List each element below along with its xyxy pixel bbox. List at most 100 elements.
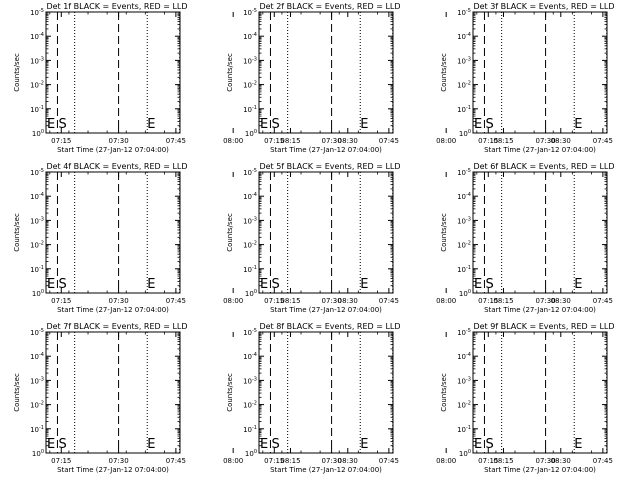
event-marker-label: E bbox=[147, 117, 155, 132]
y-tick-exponent: -3 bbox=[39, 376, 44, 382]
detector-panel: Det 7f BLACK = Events, RED = LLD 100 10-1 1… bbox=[13, 322, 358, 474]
y-tick-label: 100 bbox=[459, 449, 471, 458]
x-axis-label: Start Time (27-Jan-12 07:04:00) bbox=[270, 466, 382, 474]
x-tick-label: 07:30 bbox=[321, 457, 341, 465]
y-tick-label: 10-5 bbox=[30, 328, 44, 337]
x-tick-label: 07:30 bbox=[321, 297, 341, 305]
plot-frame bbox=[472, 11, 608, 134]
x-tick-label: 08:30 bbox=[551, 457, 571, 465]
x-tick-label: 07:45 bbox=[166, 137, 186, 145]
y-tick-exponent: -1 bbox=[252, 265, 257, 271]
y-tick-label: 100 bbox=[245, 289, 257, 298]
event-marker-label: S bbox=[58, 117, 66, 132]
x-tick-label: 07:30 bbox=[535, 137, 555, 145]
y-tick-exponent: -1 bbox=[466, 425, 471, 431]
x-axis-label: Start Time (27-Jan-12 07:04:00) bbox=[57, 306, 169, 314]
y-tick-exponent: -2 bbox=[252, 401, 257, 407]
y-axis-label: Counts/sec bbox=[440, 53, 448, 92]
x-tick-label: 07:15 bbox=[478, 457, 498, 465]
y-tick-label: 10-3 bbox=[30, 56, 44, 65]
y-tick-label: 10-1 bbox=[457, 265, 471, 274]
event-marker-label: E bbox=[260, 117, 268, 132]
y-tick-exponent: -3 bbox=[252, 376, 257, 382]
x-tick-label: 07:30 bbox=[108, 457, 128, 465]
y-tick-exponent: -5 bbox=[252, 8, 257, 14]
y-tick-exponent: 0 bbox=[41, 129, 44, 135]
x-axis-label: Start Time (27-Jan-12 07:04:00) bbox=[270, 306, 382, 314]
y-tick-exponent: 0 bbox=[468, 289, 471, 295]
x-tick-label: 07:30 bbox=[108, 137, 128, 145]
detector-panel: Det 3f BLACK = Events, RED = LLD 100 10-1 1… bbox=[440, 2, 615, 154]
event-marker-label: E bbox=[474, 437, 482, 452]
y-tick-label: 10-2 bbox=[243, 81, 257, 90]
plot-frame bbox=[472, 331, 608, 454]
y-tick-label: 10-2 bbox=[30, 241, 44, 250]
y-tick-label: 100 bbox=[459, 129, 471, 138]
event-marker-label: E bbox=[574, 117, 582, 132]
panel-title: Det 4f BLACK = Events, RED = LLD bbox=[46, 162, 187, 171]
detector-panel: Det 2f BLACK = Events, RED = LLD 100 10-1 1… bbox=[226, 2, 571, 154]
panel-title: Det 9f BLACK = Events, RED = LLD bbox=[473, 322, 614, 331]
y-tick-label: 100 bbox=[245, 129, 257, 138]
y-tick-exponent: 0 bbox=[254, 129, 257, 135]
x-tick-label: 07:45 bbox=[379, 457, 399, 465]
event-marker-label: E bbox=[260, 277, 268, 292]
x-tick-label: 08:30 bbox=[338, 297, 358, 305]
y-tick-label: 10-2 bbox=[457, 81, 471, 90]
event-marker-label: E bbox=[47, 277, 55, 292]
x-tick-label: 08:00 bbox=[436, 137, 456, 145]
y-tick-exponent: 0 bbox=[254, 289, 257, 295]
plot-frame bbox=[45, 331, 181, 454]
y-tick-label: 100 bbox=[245, 449, 257, 458]
x-tick-label: 07:45 bbox=[593, 137, 613, 145]
y-tick-label: 10-1 bbox=[457, 105, 471, 114]
detector-panel: Det 9f BLACK = Events, RED = LLD 100 10-1 1… bbox=[440, 322, 615, 474]
event-marker-label: S bbox=[271, 277, 279, 292]
y-axis-label: Counts/sec bbox=[226, 53, 234, 92]
detector-panel: Det 4f BLACK = Events, RED = LLD 100 10-1 1… bbox=[13, 162, 358, 314]
y-axis-label: Counts/sec bbox=[13, 53, 21, 92]
x-tick-label: 07:45 bbox=[593, 297, 613, 305]
y-tick-exponent: -4 bbox=[39, 192, 44, 198]
y-axis-label: Counts/sec bbox=[13, 373, 21, 412]
y-tick-exponent: -1 bbox=[39, 265, 44, 271]
x-tick-label: 07:30 bbox=[535, 457, 555, 465]
y-tick-label: 100 bbox=[32, 129, 44, 138]
y-tick-exponent: -4 bbox=[39, 352, 44, 358]
event-marker-label: S bbox=[485, 117, 493, 132]
event-marker-label: S bbox=[58, 277, 66, 292]
y-tick-exponent: -4 bbox=[252, 192, 257, 198]
y-tick-label: 10-4 bbox=[30, 32, 44, 41]
y-tick-exponent: -3 bbox=[252, 216, 257, 222]
y-tick-exponent: -3 bbox=[252, 56, 257, 62]
y-tick-label: 10-5 bbox=[457, 328, 471, 337]
event-marker-label: E bbox=[147, 437, 155, 452]
x-axis-label: Start Time (27-Jan-12 07:04:00) bbox=[484, 146, 596, 154]
y-tick-exponent: -5 bbox=[39, 8, 44, 14]
y-tick-exponent: -2 bbox=[39, 81, 44, 87]
x-tick-label: 07:15 bbox=[51, 457, 71, 465]
y-tick-label: 10-2 bbox=[30, 401, 44, 410]
y-tick-label: 10-3 bbox=[30, 376, 44, 385]
y-tick-label: 10-2 bbox=[457, 401, 471, 410]
x-tick-label: 08:15 bbox=[493, 297, 513, 305]
event-marker-label: S bbox=[485, 277, 493, 292]
y-tick-label: 10-2 bbox=[243, 241, 257, 250]
y-tick-exponent: -2 bbox=[252, 81, 257, 87]
y-tick-exponent: -4 bbox=[466, 192, 471, 198]
y-tick-exponent: 0 bbox=[41, 449, 44, 455]
x-tick-label: 08:15 bbox=[280, 137, 300, 145]
y-tick-exponent: -1 bbox=[252, 105, 257, 111]
y-tick-label: 100 bbox=[459, 289, 471, 298]
y-tick-label: 10-3 bbox=[457, 56, 471, 65]
panel-title: Det 7f BLACK = Events, RED = LLD bbox=[46, 322, 187, 331]
x-tick-label: 07:15 bbox=[51, 137, 71, 145]
y-tick-exponent: -2 bbox=[39, 241, 44, 247]
y-tick-label: 10-1 bbox=[30, 105, 44, 114]
y-tick-exponent: -5 bbox=[39, 328, 44, 334]
y-tick-exponent: -1 bbox=[466, 265, 471, 271]
y-tick-label: 10-5 bbox=[243, 328, 257, 337]
y-tick-exponent: -4 bbox=[252, 352, 257, 358]
y-tick-label: 10-3 bbox=[457, 216, 471, 225]
y-axis-label: Counts/sec bbox=[226, 213, 234, 252]
